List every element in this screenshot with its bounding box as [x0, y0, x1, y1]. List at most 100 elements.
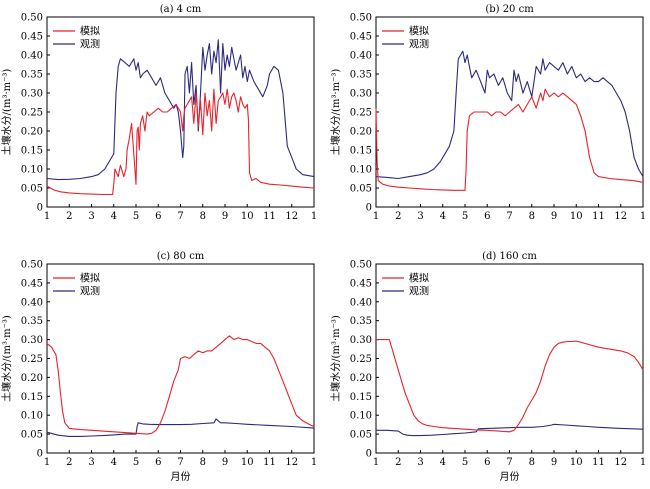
x-tick-label: 10 [570, 211, 583, 222]
y-tick-label: 0.35 [350, 70, 372, 81]
y-tick-label: 0.50 [21, 13, 43, 24]
x-tick-label: 9 [222, 457, 228, 468]
chart-title: (b) 20 cm [485, 4, 534, 15]
y-tick-label: 0.40 [350, 51, 372, 62]
x-tick-label: 12 [614, 457, 627, 468]
series-line [46, 418, 315, 437]
y-tick-label: 0.50 [350, 13, 372, 24]
y-tick-label: 0.45 [21, 32, 43, 43]
chart-title: (c) 80 cm [157, 251, 205, 262]
series-line [376, 339, 644, 433]
chart-panel: (d) 160 cm 0 0.05 0.10 0.15 0.20 0.25 0.30 0.35 0… [329, 251, 646, 483]
x-tick-label: 10 [241, 211, 254, 222]
y-tick-label: 0.45 [21, 278, 43, 289]
y-tick-label: 0.05 [21, 430, 43, 441]
x-tick-label: 1 [373, 211, 379, 222]
y-tick-label: 0.35 [21, 316, 43, 327]
series-line [46, 88, 315, 196]
y-tick-label: 0.15 [21, 392, 43, 403]
legend-label: 观测 [80, 38, 100, 51]
x-tick-label: 2 [395, 457, 401, 468]
x-tick-label: 2 [66, 211, 72, 222]
chart-panel: (b) 20 cm 0 0.05 0.10 0.15 0.20 0.25 0.30 0.35 0.… [329, 4, 646, 222]
y-tick-label: 0.40 [21, 297, 43, 308]
legend-label: 模拟 [409, 25, 429, 38]
x-tick-label: 8 [529, 457, 535, 468]
series-line [46, 335, 315, 435]
x-tick-label: 7 [506, 211, 512, 222]
x-tick-label: 11 [592, 211, 605, 222]
x-tick-label: 3 [88, 211, 94, 222]
x-tick-label: 1 [311, 457, 317, 468]
x-tick-label: 5 [462, 211, 468, 222]
legend-label: 观测 [80, 285, 100, 298]
legend-label: 观测 [409, 285, 429, 298]
x-tick-label: 7 [177, 457, 183, 468]
series-line [376, 423, 644, 437]
y-tick-label: 0.15 [350, 392, 372, 403]
x-tick-label: 4 [111, 457, 117, 468]
y-tick-label: 0.10 [350, 411, 372, 422]
y-axis-label: 土壤水分/(m³·m⁻³) [0, 69, 13, 156]
x-tick-label: 3 [417, 457, 423, 468]
y-tick-label: 0.15 [350, 146, 372, 157]
y-tick-label: 0.20 [21, 373, 43, 384]
y-tick-label: 0.25 [350, 354, 372, 365]
chart-title: (d) 160 cm [482, 251, 537, 262]
y-tick-label: 0.40 [350, 297, 372, 308]
x-tick-label: 8 [529, 211, 535, 222]
x-tick-label: 3 [88, 457, 94, 468]
x-axis-label: 月份 [500, 471, 520, 483]
x-tick-label: 5 [133, 457, 139, 468]
x-tick-label: 2 [395, 211, 401, 222]
x-tick-label: 1 [44, 457, 50, 468]
y-tick-label: 0.10 [21, 411, 43, 422]
y-tick-label: 0.20 [350, 373, 372, 384]
y-tick-label: 0.30 [350, 335, 372, 346]
y-tick-label: 0.45 [350, 32, 372, 43]
x-tick-label: 2 [66, 457, 72, 468]
series-line [375, 50, 644, 180]
series-line [375, 88, 644, 191]
x-tick-label: 9 [222, 211, 228, 222]
x-tick-label: 1 [44, 211, 50, 222]
legend-label: 模拟 [80, 272, 100, 285]
y-tick-label: 0 [366, 203, 372, 214]
y-tick-label: 0 [37, 203, 43, 214]
y-tick-label: 0.25 [21, 354, 43, 365]
x-tick-label: 7 [506, 457, 512, 468]
y-tick-label: 0 [37, 449, 43, 460]
y-tick-label: 0.20 [350, 127, 372, 138]
x-tick-label: 4 [440, 457, 446, 468]
y-tick-label: 0.15 [21, 146, 43, 157]
y-tick-label: 0.25 [350, 108, 372, 119]
x-tick-label: 1 [373, 457, 379, 468]
legend-label: 观测 [409, 38, 429, 51]
x-tick-label: 7 [177, 211, 183, 222]
chart-title: (a) 4 cm [160, 4, 202, 15]
y-tick-label: 0.05 [350, 184, 372, 195]
x-axis-label: 月份 [171, 471, 191, 483]
x-tick-label: 10 [570, 457, 583, 468]
y-tick-label: 0.35 [350, 316, 372, 327]
x-tick-label: 6 [484, 211, 490, 222]
x-tick-label: 1 [640, 457, 646, 468]
y-tick-label: 0.20 [21, 127, 43, 138]
x-tick-label: 6 [155, 211, 161, 222]
x-tick-label: 8 [200, 457, 206, 468]
y-tick-label: 0.40 [21, 51, 43, 62]
x-tick-label: 9 [551, 211, 557, 222]
y-axis-label: 土壤水分/(m³·m⁻³) [0, 315, 13, 402]
y-tick-label: 0.05 [350, 430, 372, 441]
x-tick-label: 4 [111, 211, 117, 222]
x-tick-label: 12 [285, 211, 298, 222]
x-tick-label: 5 [133, 211, 139, 222]
x-tick-label: 9 [551, 457, 557, 468]
x-tick-label: 8 [200, 211, 206, 222]
x-tick-label: 11 [592, 457, 605, 468]
x-tick-label: 5 [462, 457, 468, 468]
series-line [46, 39, 315, 181]
x-tick-label: 6 [155, 457, 161, 468]
x-tick-label: 4 [440, 211, 446, 222]
